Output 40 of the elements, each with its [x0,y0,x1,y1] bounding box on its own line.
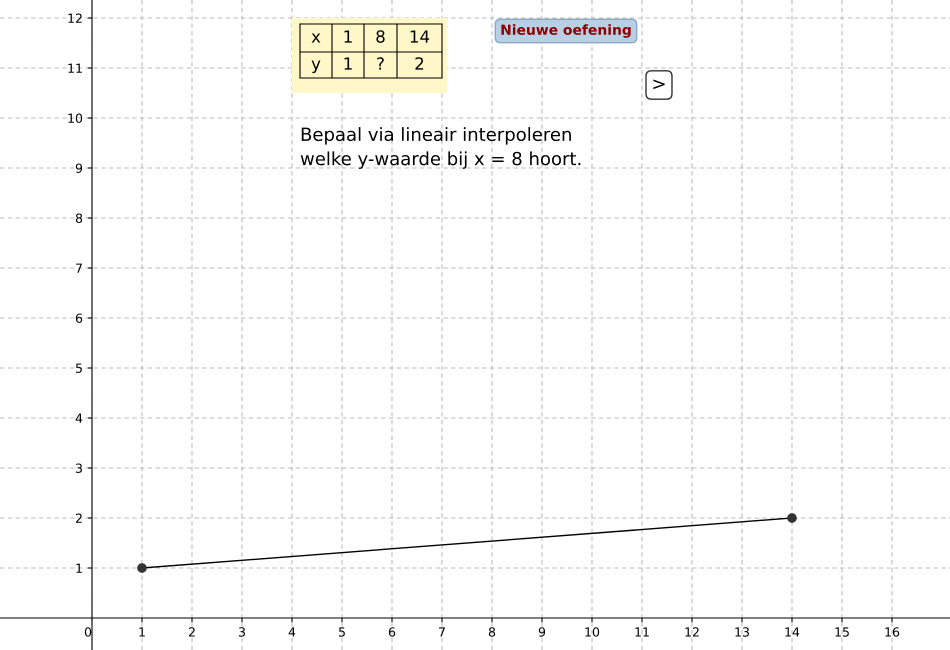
annotation: 2 [415,57,424,70]
x-tick-label: 15 [835,627,849,637]
annotation: x [312,33,320,43]
annotation: Bepaal via lineair interpoleren welke y-waarde bij x = 8 hoort. [300,127,580,169]
x-tick-label: 13 [735,627,749,637]
annotation: ? [377,57,384,70]
y-tick-label: 5 [76,364,82,373]
y-tick-label: 4 [76,414,82,423]
y-tick-label: 12 [68,13,82,23]
x-tick-label: 14 [785,627,800,637]
x-tick-label: 5 [338,627,345,637]
x-tick-label: 1 [139,627,145,637]
annotation: 1 [344,57,352,70]
x-tick-label: 6 [388,627,396,637]
y-tick-label: 11 [68,64,82,73]
x-tick-label: 0 [84,627,92,637]
x-tick-label: 12 [685,627,699,637]
x-tick-label: 4 [288,627,296,637]
y-tick-label: 1 [76,564,82,573]
annotation: 14 [410,30,430,43]
y-tick-label: 7 [76,264,82,273]
annotation: 1 [344,30,352,43]
x-tick-label: 7 [439,627,445,637]
y-tick-label: 6 [76,313,82,323]
annotation: > [653,79,665,90]
y-tick-label: 2 [76,513,82,523]
x-tick-label: 2 [188,627,195,637]
x-tick-label: 10 [585,627,600,637]
x-tick-label: 16 [885,627,900,637]
x-tick-label: 11 [635,627,649,637]
y-tick-label: 8 [76,213,82,223]
x-tick-label: 3 [238,627,245,637]
y-tick-label: 3 [76,463,82,473]
annotation: y [312,60,320,74]
annotation: 8 [376,30,385,43]
y-tick-label: 9 [76,163,82,173]
annotation: Nieuwe oefening [501,24,631,38]
x-tick-label: 9 [538,627,546,637]
y-tick-label: 10 [68,113,82,123]
x-tick-label: 8 [488,627,496,637]
